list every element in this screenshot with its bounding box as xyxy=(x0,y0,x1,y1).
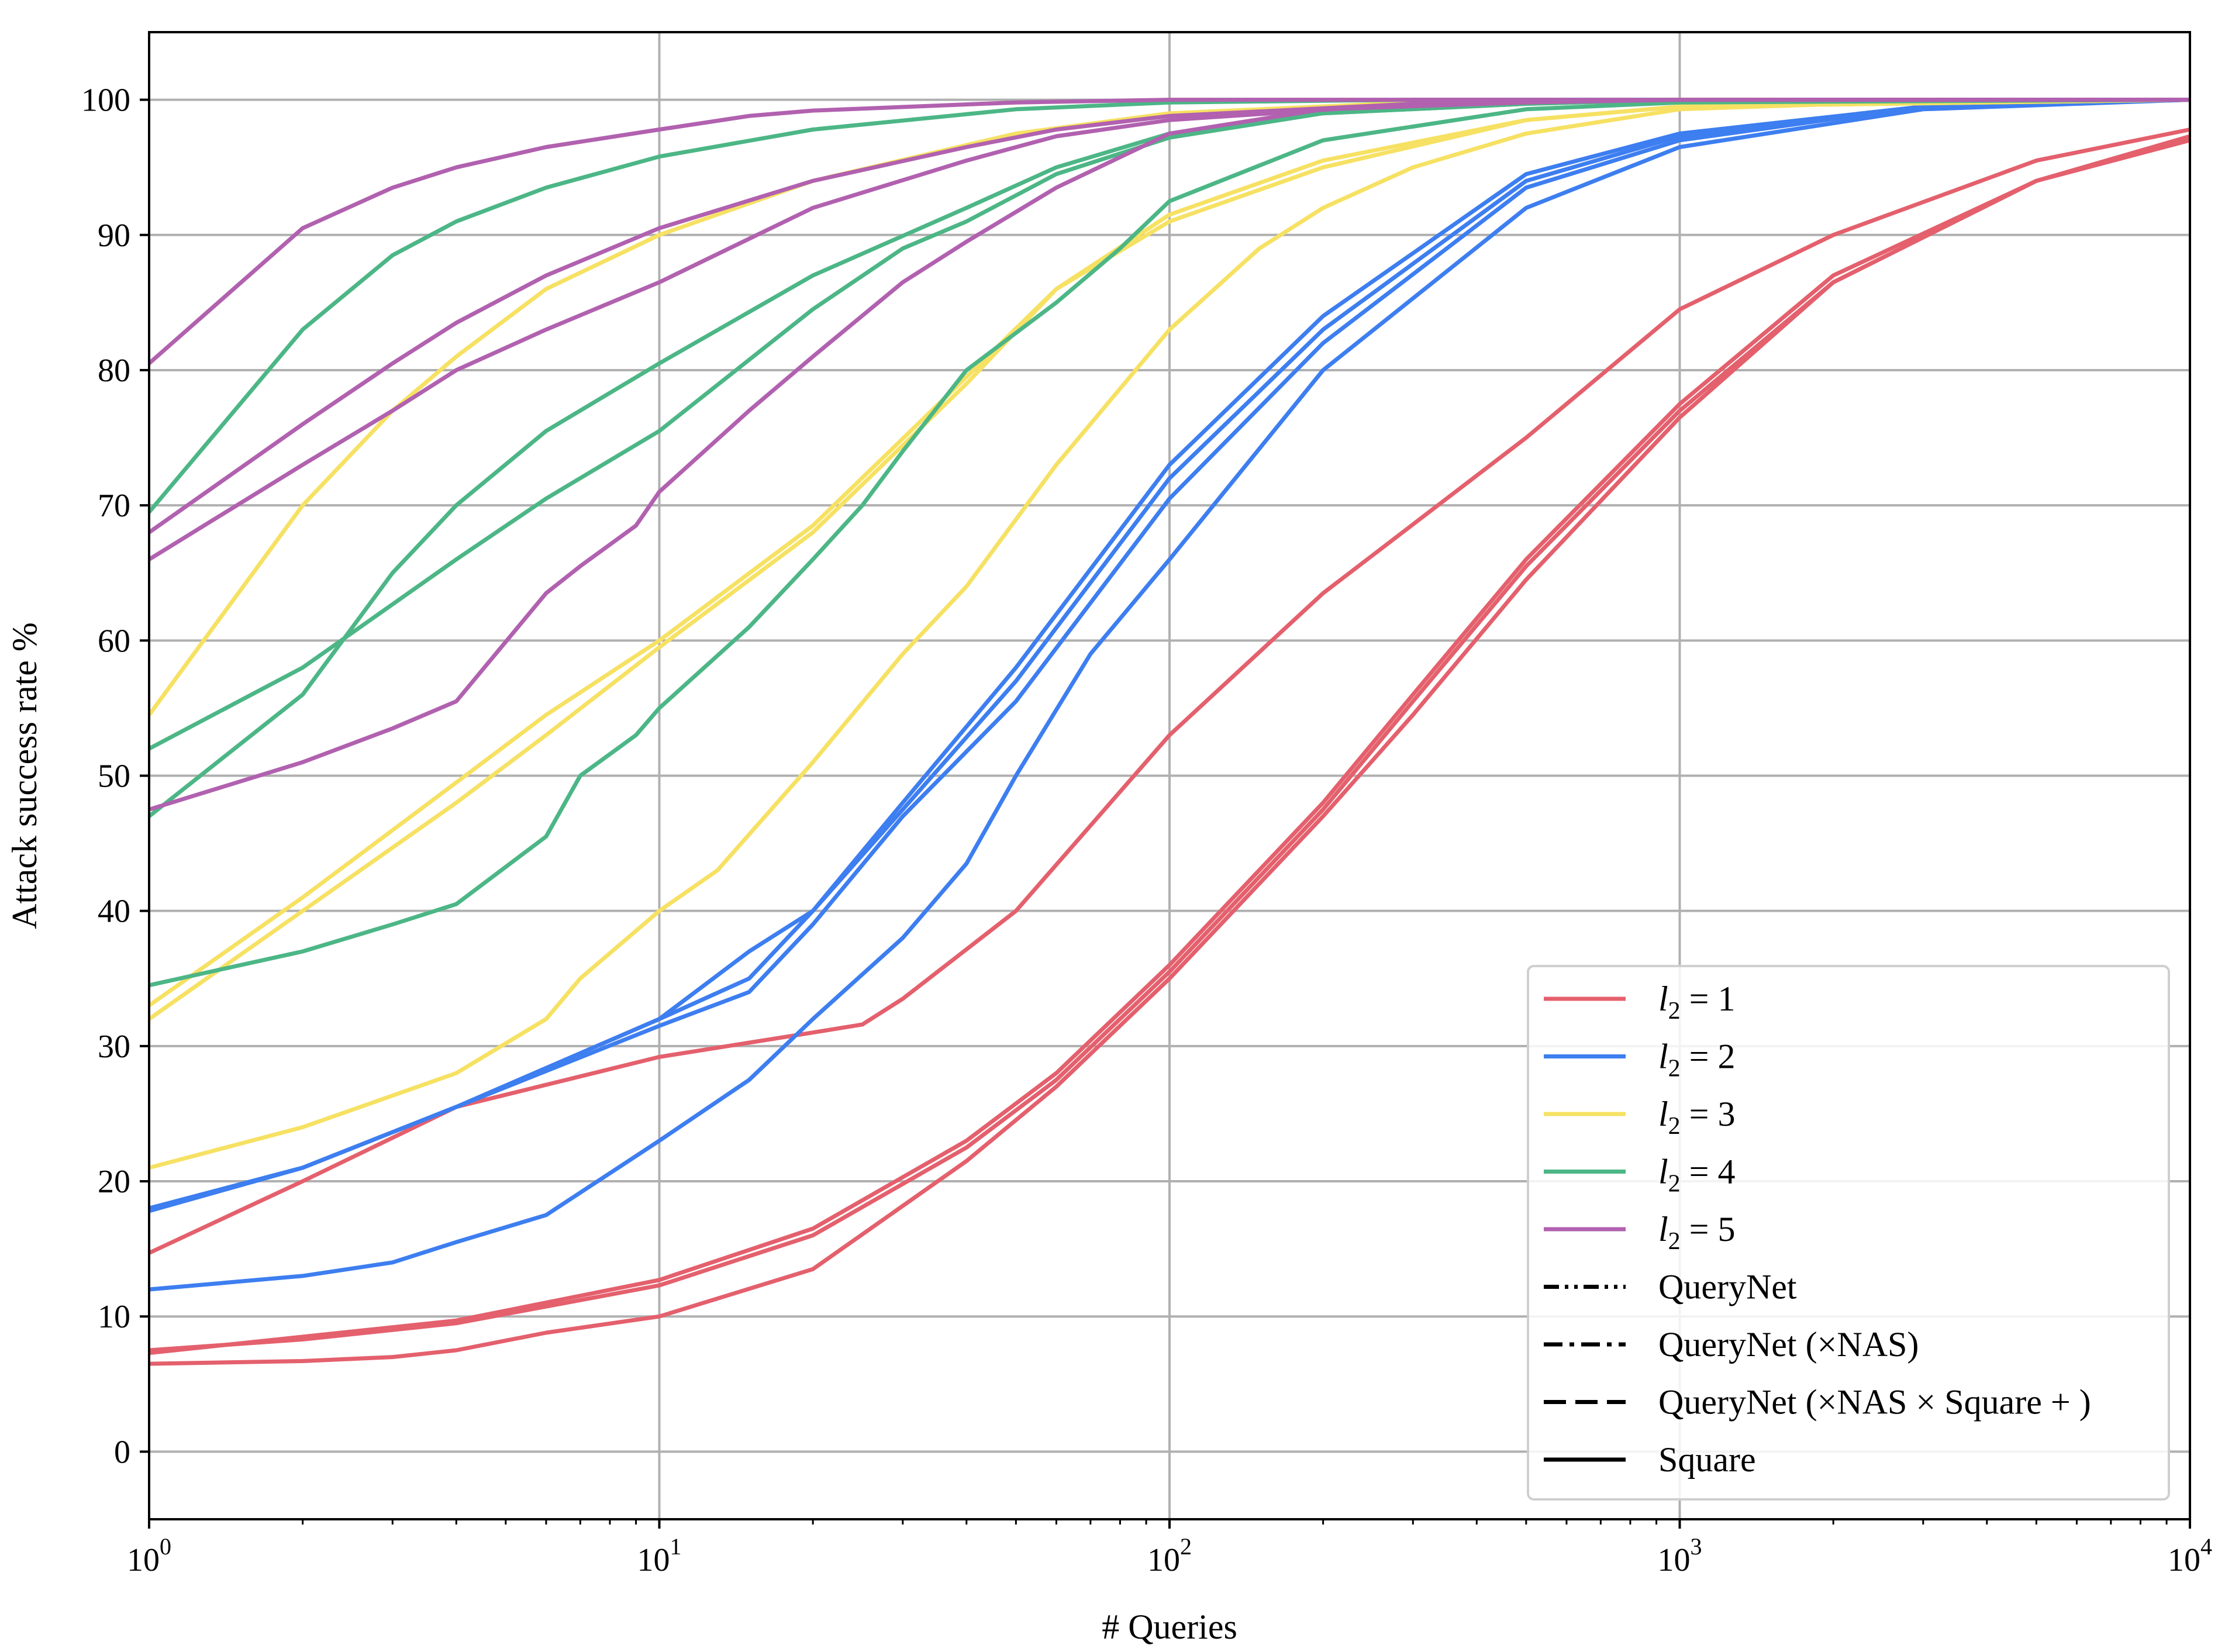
x-axis: 100 101 102 103 104 xyxy=(127,1519,2212,1578)
legend: l2 = 1 l2 = 2 l2 = 3 l2 = 4 l2 = 5 QueryNet Qu… xyxy=(1527,965,2170,1501)
legend-style-label: QueryNet (×NAS) xyxy=(1658,1325,1919,1364)
y-tick-label: 40 xyxy=(98,894,130,930)
legend-color-label: l2 = 4 xyxy=(1658,1153,1736,1198)
y-tick-label: 0 xyxy=(114,1434,130,1470)
x-tick-label: 101 xyxy=(637,1533,682,1578)
legend-color-label: l2 = 3 xyxy=(1658,1095,1736,1140)
series-layer xyxy=(147,98,2191,1366)
legend-style-label: Square xyxy=(1658,1440,1756,1479)
series-l2-3-square xyxy=(149,98,2191,1170)
series-l2-5-querynet_nas_sq xyxy=(148,98,2190,561)
legend-style-label: QueryNet (×NAS × Square + ) xyxy=(1658,1383,2091,1422)
series-l2-4-square xyxy=(149,98,2191,988)
x-tick-label: 104 xyxy=(2168,1533,2212,1578)
y-tick-label: 100 xyxy=(81,82,130,119)
series-l2-1-square xyxy=(149,138,2191,1366)
y-tick-label: 80 xyxy=(98,353,130,389)
legend-color-label: l2 = 2 xyxy=(1658,1037,1736,1082)
y-tick-label: 90 xyxy=(98,218,130,254)
series-l2-5-querynet xyxy=(147,98,2190,365)
y-tick-label: 60 xyxy=(98,623,130,659)
y-tick-label: 70 xyxy=(98,488,130,524)
y-axis-label: Attack success rate % xyxy=(5,622,44,929)
legend-color-label: l2 = 1 xyxy=(1658,980,1736,1025)
y-tick-label: 20 xyxy=(98,1164,130,1200)
x-tick-label: 103 xyxy=(1658,1533,1702,1578)
legend-color-label: l2 = 5 xyxy=(1658,1210,1736,1255)
y-tick-label: 50 xyxy=(98,758,130,795)
y-axis: 0 10 20 30 40 50 60 70 80 90 100 xyxy=(81,82,149,1470)
legend-box xyxy=(1527,965,2170,1501)
series-l2-2-square xyxy=(149,98,2191,1292)
x-tick-label: 100 xyxy=(127,1533,171,1578)
legend-style-label: QueryNet xyxy=(1658,1268,1797,1306)
series-l2-1-querynet xyxy=(148,127,2191,1255)
series-l2-3-querynet_nas_sq xyxy=(147,98,2191,1008)
series-l2-1-querynet_nas xyxy=(149,134,2191,1356)
series-l2-2-querynet_nas_sq xyxy=(149,98,2191,1213)
x-axis-label: # Queries xyxy=(1102,1608,1237,1646)
series-l2-5-square xyxy=(148,98,2190,812)
y-tick-label: 30 xyxy=(98,1029,130,1065)
y-tick-label: 10 xyxy=(98,1299,130,1335)
x-tick-label: 102 xyxy=(1147,1533,1192,1578)
